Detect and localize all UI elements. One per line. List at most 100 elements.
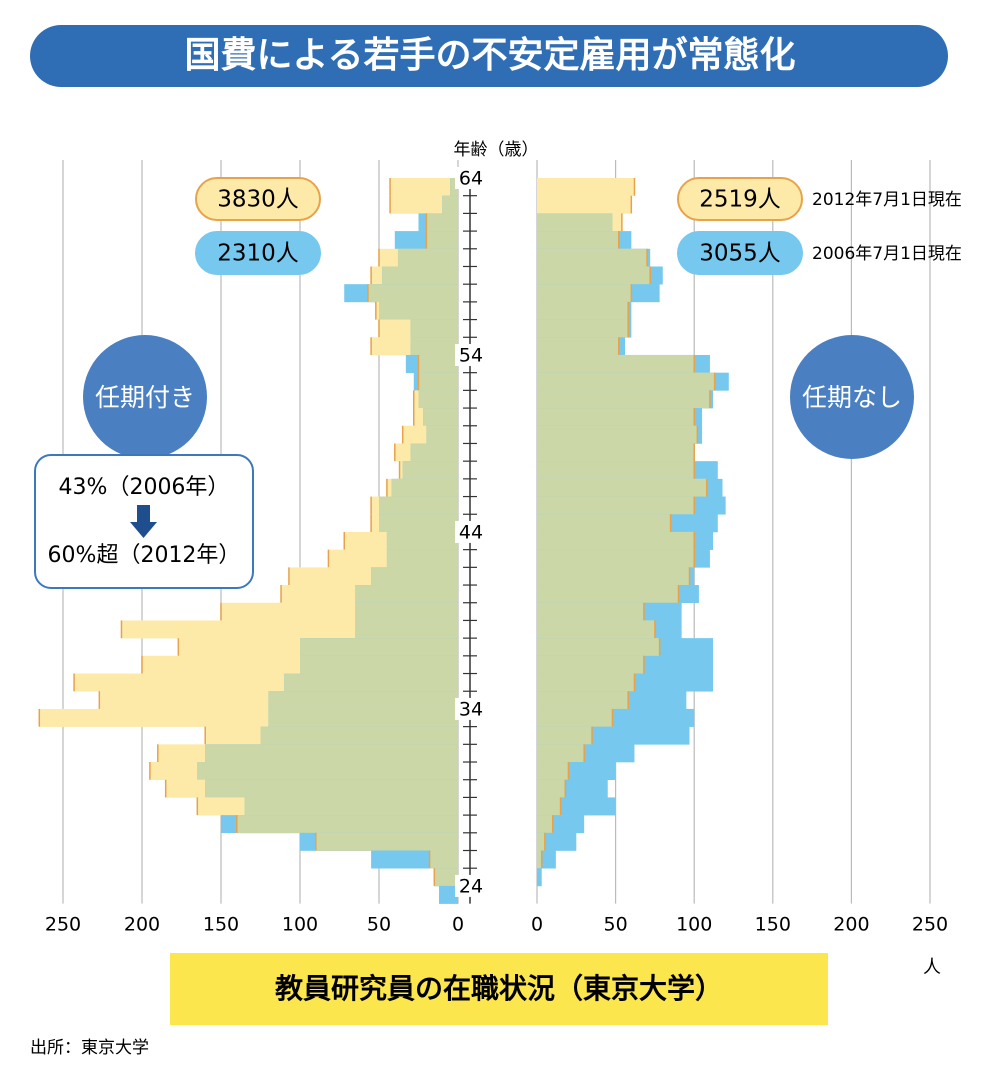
bar-overlap	[537, 726, 593, 745]
legend-swatch	[677, 231, 803, 275]
bar-overlap	[537, 248, 648, 267]
bar-overlap	[386, 549, 458, 568]
bar-overlap	[418, 372, 458, 391]
caption: 教員研究員の在職状況（東京大学）	[275, 972, 723, 1005]
bar-overlap	[537, 408, 695, 427]
bar-overlap	[236, 815, 458, 834]
bar-overlap	[410, 319, 458, 338]
bar-overlap	[537, 514, 671, 533]
bar-overlap	[382, 266, 458, 285]
bar-2012	[390, 195, 458, 214]
legend: 3830人 2519人 2012年7月1日現在 2310人 3055人 2006年7月1日…	[195, 177, 962, 275]
bar-overlap	[410, 443, 458, 462]
legend-swatch	[195, 177, 321, 221]
bar-overlap	[537, 779, 566, 798]
bar-overlap	[397, 248, 458, 267]
panel-badge	[790, 335, 914, 459]
bar-overlap	[379, 514, 458, 533]
bar-overlap	[355, 620, 458, 639]
bar-overlap	[537, 496, 695, 515]
bar-overlap	[537, 390, 710, 409]
bar-overlap	[402, 461, 458, 480]
bar-overlap	[537, 585, 679, 604]
bar-overlap	[315, 832, 458, 851]
bar-overlap	[423, 408, 458, 427]
tick-label-bg	[455, 167, 487, 189]
y-tick-label: 64	[459, 168, 483, 190]
bar-2012	[390, 178, 458, 196]
bar-overlap	[537, 266, 651, 285]
tick-label-bg	[455, 874, 487, 897]
bar-2006	[439, 885, 458, 904]
legend-swatch	[195, 231, 321, 275]
bar-overlap	[537, 638, 660, 657]
tick-label-bg	[455, 520, 487, 543]
bar-overlap	[386, 531, 458, 550]
bar-overlap	[442, 195, 458, 214]
y-axis-label: 年齢（歳）	[454, 140, 539, 160]
bar-overlap	[537, 372, 715, 391]
y-tick-label: 34	[459, 698, 483, 720]
bar-overlap	[537, 461, 695, 480]
bar-overlap	[537, 567, 690, 586]
bar-overlap	[537, 425, 698, 444]
x-tick-label: 50	[367, 914, 391, 936]
bar-overlap	[284, 673, 458, 692]
bar-overlap	[537, 301, 629, 320]
bar-overlap	[367, 284, 458, 303]
bar-overlap	[410, 337, 458, 356]
bar-overlap	[379, 496, 458, 515]
note-text: 60%超（2012年）	[48, 543, 241, 568]
bar-overlap	[434, 868, 458, 887]
bar-overlap	[379, 301, 458, 320]
total-label: 2310人	[217, 241, 299, 267]
bar-2006	[537, 832, 577, 851]
bar-overlap	[418, 354, 458, 373]
bar-overlap	[537, 478, 707, 497]
bar-overlap	[537, 815, 553, 834]
x-tick-label: 0	[452, 914, 464, 936]
bar-overlap	[537, 284, 632, 303]
bar-overlap	[537, 673, 635, 692]
plot: 0 0 50 50 100 100 150 150 200 200 250 250 24 34 44 54 64	[38, 160, 948, 936]
bar-overlap	[537, 549, 695, 568]
bar-overlap	[537, 354, 695, 373]
bar-overlap	[537, 337, 619, 356]
bar-overlap	[418, 390, 458, 409]
bar-overlap	[537, 531, 695, 550]
bar-2012	[537, 178, 635, 196]
bar-overlap	[300, 655, 458, 674]
bar-overlap	[426, 231, 458, 250]
legend-swatch	[677, 177, 803, 221]
bar-overlap	[371, 567, 458, 586]
y-tick-label: 44	[459, 521, 483, 543]
note-text: 43%（2006年）	[59, 475, 230, 500]
bar-overlap	[537, 620, 655, 639]
x-tick-label: 200	[833, 914, 869, 936]
bar-overlap	[537, 850, 542, 869]
panel-label: 任期なし	[802, 383, 902, 412]
bar-overlap	[426, 213, 458, 232]
bar-overlap	[391, 478, 458, 497]
bar-overlap	[537, 691, 629, 710]
x-tick-label: 100	[676, 914, 712, 936]
total-label: 2519人	[699, 187, 781, 213]
bar-overlap	[260, 726, 458, 745]
y-tick-label: 24	[459, 875, 483, 897]
legend-label: 2006年7月1日現在	[812, 244, 962, 264]
bar-overlap	[537, 602, 644, 621]
total-label: 3830人	[217, 187, 299, 213]
bar-overlap	[355, 602, 458, 621]
bar-overlap	[537, 744, 585, 763]
x-tick-label: 150	[203, 914, 239, 936]
x-tick-label: 150	[755, 914, 791, 936]
bar-overlap	[537, 319, 629, 338]
x-tick-label: 50	[604, 914, 628, 936]
bar-overlap	[537, 762, 569, 781]
bar-overlap	[268, 691, 458, 710]
tick-label-bg	[455, 697, 487, 720]
total-label: 3055人	[699, 241, 781, 267]
bar-overlap	[537, 231, 619, 250]
x-tick-label: 250	[912, 914, 948, 936]
